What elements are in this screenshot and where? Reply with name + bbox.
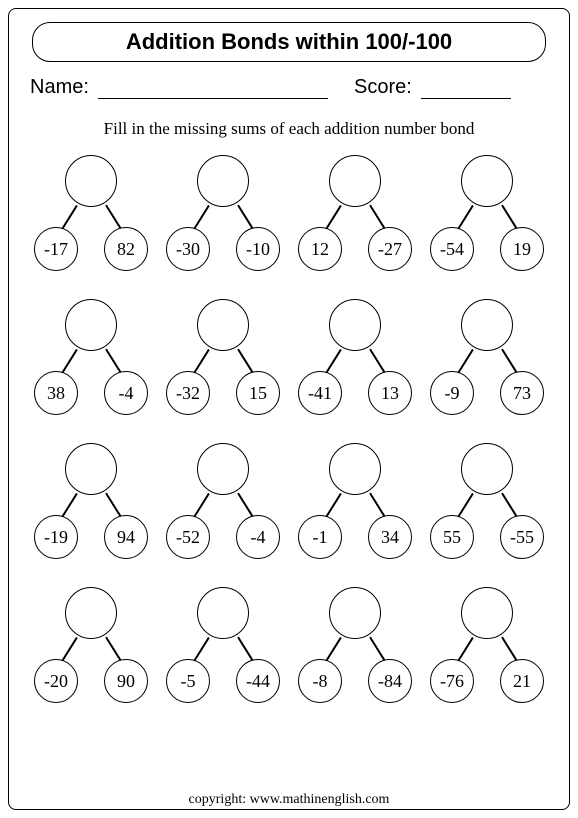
number-bond: -52 -4 xyxy=(160,443,286,559)
score-input-line[interactable] xyxy=(421,79,511,99)
number-bond: -17 82 xyxy=(28,155,154,271)
addend-left: -5 xyxy=(166,659,210,703)
number-bond: -32 15 xyxy=(160,299,286,415)
addend-left: -19 xyxy=(34,515,78,559)
addend-left: -41 xyxy=(298,371,342,415)
number-bond-grid: -1782-30-1012-27-541938-4-3215-4113-973-… xyxy=(26,155,552,703)
addend-right: 19 xyxy=(500,227,544,271)
addend-right: 15 xyxy=(236,371,280,415)
addend-right: -55 xyxy=(500,515,544,559)
addend-right: -10 xyxy=(236,227,280,271)
number-bond: -30 -10 xyxy=(160,155,286,271)
number-bond: -8 -84 xyxy=(292,587,418,703)
number-bond: -9 73 xyxy=(424,299,550,415)
addend-right: 90 xyxy=(104,659,148,703)
addend-left: 55 xyxy=(430,515,474,559)
sum-circle[interactable] xyxy=(329,155,381,207)
addend-left: -76 xyxy=(430,659,474,703)
addend-right: -84 xyxy=(368,659,412,703)
name-input-line[interactable] xyxy=(98,79,328,99)
instructions-text: Fill in the missing sums of each additio… xyxy=(26,119,552,139)
addend-right: 94 xyxy=(104,515,148,559)
sum-circle[interactable] xyxy=(65,587,117,639)
sum-circle[interactable] xyxy=(461,587,513,639)
addend-left: -9 xyxy=(430,371,474,415)
sum-circle[interactable] xyxy=(65,443,117,495)
addend-left: -32 xyxy=(166,371,210,415)
number-bond: -54 19 xyxy=(424,155,550,271)
number-bond: -1 34 xyxy=(292,443,418,559)
addend-left: -52 xyxy=(166,515,210,559)
number-bond: 38 -4 xyxy=(28,299,154,415)
addend-right: 13 xyxy=(368,371,412,415)
number-bond: -5 -44 xyxy=(160,587,286,703)
sum-circle[interactable] xyxy=(461,443,513,495)
sum-circle[interactable] xyxy=(65,299,117,351)
sum-circle[interactable] xyxy=(329,299,381,351)
sum-circle[interactable] xyxy=(461,299,513,351)
addend-left: -30 xyxy=(166,227,210,271)
sum-circle[interactable] xyxy=(329,443,381,495)
addend-right: -4 xyxy=(236,515,280,559)
addend-left: -20 xyxy=(34,659,78,703)
sum-circle[interactable] xyxy=(197,299,249,351)
sum-circle[interactable] xyxy=(329,587,381,639)
sum-circle[interactable] xyxy=(197,155,249,207)
copyright-text: copyright: www.mathinenglish.com xyxy=(0,792,578,808)
number-bond: 55 -55 xyxy=(424,443,550,559)
addend-left: 38 xyxy=(34,371,78,415)
addend-right: -27 xyxy=(368,227,412,271)
sum-circle[interactable] xyxy=(197,587,249,639)
addend-left: -17 xyxy=(34,227,78,271)
sum-circle[interactable] xyxy=(197,443,249,495)
addend-right: 21 xyxy=(500,659,544,703)
score-label: Score: xyxy=(354,76,412,98)
number-bond: -19 94 xyxy=(28,443,154,559)
sum-circle[interactable] xyxy=(461,155,513,207)
addend-left: -8 xyxy=(298,659,342,703)
addend-right: -44 xyxy=(236,659,280,703)
header-row: Name: Score: xyxy=(26,76,552,99)
addend-right: 34 xyxy=(368,515,412,559)
sum-circle[interactable] xyxy=(65,155,117,207)
addend-right: -4 xyxy=(104,371,148,415)
addend-right: 82 xyxy=(104,227,148,271)
addend-left: -54 xyxy=(430,227,474,271)
addend-right: 73 xyxy=(500,371,544,415)
name-label: Name: xyxy=(30,76,89,98)
addend-left: 12 xyxy=(298,227,342,271)
number-bond: -76 21 xyxy=(424,587,550,703)
number-bond: -20 90 xyxy=(28,587,154,703)
number-bond: 12 -27 xyxy=(292,155,418,271)
worksheet-content: Addition Bonds within 100/-100 Name: Sco… xyxy=(8,8,570,810)
addend-left: -1 xyxy=(298,515,342,559)
worksheet-title: Addition Bonds within 100/-100 xyxy=(32,22,546,62)
number-bond: -41 13 xyxy=(292,299,418,415)
